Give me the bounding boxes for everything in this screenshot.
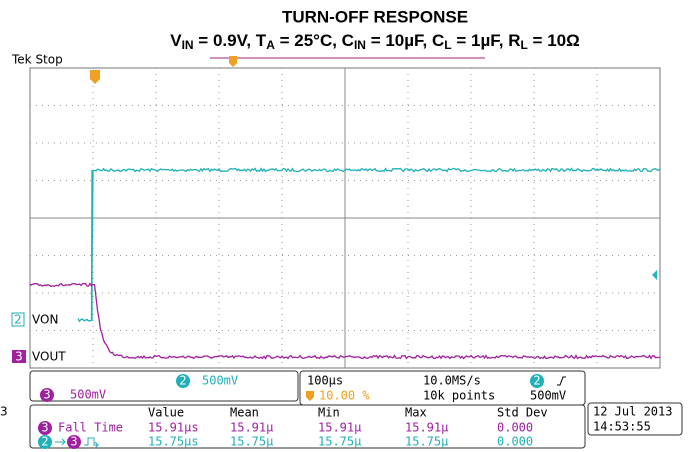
grid xyxy=(30,68,660,368)
edge-number: 3 xyxy=(0,405,8,419)
ch-number: 3 xyxy=(41,421,48,435)
measure-value: 0.000 xyxy=(497,435,533,449)
ch-circle xyxy=(38,435,52,449)
ch-number: 2 xyxy=(41,435,48,449)
subtitle-part: = 1µF, R xyxy=(452,31,521,50)
title: TURN-OFF RESPONSE xyxy=(282,7,468,26)
measure-value: 15.75µ xyxy=(405,435,448,449)
trigger-channel: 2 xyxy=(533,374,540,388)
row-label: Fall Time xyxy=(58,421,123,435)
measure-value: 15.91µ xyxy=(318,421,361,435)
ch3-number: 3 xyxy=(15,350,23,364)
subtitle: VIN = 0.9V, TA = 25°C, CIN = 10µF, CL = … xyxy=(170,31,580,52)
ch3-label: VOUT xyxy=(32,350,66,364)
column-header: Value xyxy=(148,406,184,420)
ch3-badge xyxy=(12,350,26,363)
arrow xyxy=(55,438,66,446)
ch2-number: 2 xyxy=(14,313,22,327)
record-length: 10k points xyxy=(423,389,495,403)
subscript: L xyxy=(444,38,451,52)
subtitle-part: = 10Ω xyxy=(528,31,580,50)
ch2-circle xyxy=(176,374,190,388)
timebase: 100µs xyxy=(307,374,343,388)
level-marker xyxy=(652,270,657,280)
ch3-number: 3 xyxy=(43,388,50,402)
time-box xyxy=(587,402,683,436)
pulse-icon xyxy=(84,437,99,449)
trace-ch2 xyxy=(77,167,661,323)
status: Tek Stop xyxy=(11,53,63,67)
ch-circle xyxy=(38,421,52,435)
measure-value: 15.91µs xyxy=(148,421,199,435)
measure-value: 15.91µ xyxy=(405,421,448,435)
subscript: A xyxy=(266,38,275,52)
ch3-circle xyxy=(40,388,54,402)
column-header: Std Dev xyxy=(497,406,548,420)
ch3-scale: 500mV xyxy=(70,388,106,402)
channel-box xyxy=(29,370,299,402)
subscript: IN xyxy=(182,38,194,52)
subtitle-part: = 0.9V, T xyxy=(194,31,267,50)
subscript: L xyxy=(520,38,527,52)
sample-rate: 10.0MS/s xyxy=(423,374,481,388)
subtitle-part: = 10µF, C xyxy=(366,31,444,50)
measure-value: 15.75µs xyxy=(148,435,199,449)
trigger-level: 500mV xyxy=(530,389,566,403)
trace-ch3 xyxy=(29,282,661,360)
measure-value: 15.75µ xyxy=(230,435,273,449)
ch2-label: VON xyxy=(32,313,58,327)
ch2-badge xyxy=(11,312,25,327)
position-marker xyxy=(229,56,237,67)
subtitle-part: V xyxy=(170,31,182,50)
ch-number: 3 xyxy=(70,435,77,449)
subscript: IN xyxy=(354,38,366,52)
trigger-edge xyxy=(557,376,566,386)
column-header: Mean xyxy=(230,406,259,420)
subtitle-part: = 25°C, C xyxy=(275,31,354,50)
measure-value: 15.91µ xyxy=(230,421,273,435)
column-header: Max xyxy=(405,406,427,420)
column-header: Min xyxy=(318,406,340,420)
trigger-pos-icon xyxy=(306,391,314,401)
trigger-marker xyxy=(90,70,100,84)
measure-box xyxy=(29,404,586,449)
ch2-number: 2 xyxy=(179,374,186,388)
date: 12 Jul 2013 xyxy=(593,405,672,419)
trigger-circle xyxy=(530,374,544,388)
trigger-position: 10.00 % xyxy=(319,389,370,403)
measure-value: 0.000 xyxy=(497,421,533,435)
ch-circle xyxy=(67,435,81,449)
time: 14:53:55 xyxy=(593,420,651,434)
ch2-scale: 500mV xyxy=(202,374,238,388)
measure-value: 15.75µ xyxy=(318,435,361,449)
